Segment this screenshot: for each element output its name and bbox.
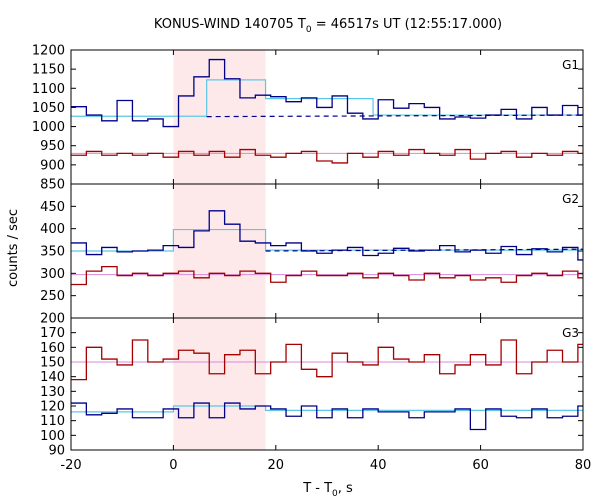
x-tick-labels: -20 0 20 40 60 80 [60, 458, 591, 473]
x-axis-label: T - T0, s [302, 481, 353, 499]
background-counts-series [71, 339, 583, 381]
panel-g1: 850 900 950 1000 1050 1100 1150 1200 G1 [32, 44, 584, 193]
y-axis-label: counts / sec [6, 209, 21, 287]
panel-label: G3 [562, 326, 579, 340]
y-tick-label: 250 [40, 289, 65, 304]
y-tick-label: 1050 [32, 101, 65, 116]
fit-step-curve [71, 79, 583, 117]
y-tick-label: 350 [40, 245, 65, 260]
y-tick-label: 1200 [32, 44, 65, 59]
y-tick-label: 300 [40, 267, 65, 282]
panel-frame [70, 49, 584, 185]
y-tick-label: 120 [40, 400, 65, 415]
chart-title: KONUS-WIND 140705 T0 = 46517s UT (12:55:… [154, 17, 502, 35]
y-tick-label: 1000 [32, 120, 65, 135]
y-tick-label: 400 [40, 222, 65, 237]
x-axis-label-main: T - T [302, 481, 332, 496]
y-tick-label: 150 [40, 356, 65, 371]
y-tick-label: 850 [40, 178, 65, 193]
y-tick-label: 950 [40, 139, 65, 154]
y-tick-label: 130 [40, 385, 65, 400]
counts-series [71, 402, 583, 431]
panel-label: G1 [562, 58, 579, 72]
x-tick-label: 0 [169, 458, 177, 473]
y-tick-label: 90 [48, 444, 65, 459]
x-axis-label-sub: 0 [332, 489, 338, 499]
y-tick-label: 1100 [32, 82, 65, 97]
chart-title-sub: 0 [306, 25, 312, 35]
y-tick-label: 100 [40, 429, 65, 444]
y-tick-label: 110 [40, 414, 65, 429]
y-tick-label: 160 [40, 341, 65, 356]
counts-series [71, 210, 583, 261]
panel-frame [70, 317, 584, 451]
x-tick-label: 20 [268, 458, 285, 473]
panel-label: G2 [562, 192, 579, 206]
x-axis-label-rest: , s [338, 481, 353, 496]
background-counts-series [71, 148, 583, 164]
x-tick-label: 80 [575, 458, 592, 473]
fit-step-curve [71, 405, 583, 413]
panel-g2: 200 250 300 350 400 450 G2 [40, 183, 584, 327]
panels-layer: 850 900 950 1000 1050 1100 1150 1200 G1 200 250 300… [32, 44, 584, 459]
counts-series [71, 58, 583, 128]
y-tick-label: 170 [40, 326, 65, 341]
chart-title-rest: = 46517s UT (12:55:17.000) [312, 17, 502, 32]
x-tick-label: 40 [370, 458, 387, 473]
highlight-interval [173, 50, 266, 450]
y-tick-label: 1150 [32, 63, 65, 78]
y-tick-label: 450 [40, 200, 65, 215]
dashed-trend-line [265, 248, 584, 252]
fit-step-curve [71, 228, 583, 252]
y-tick-label: 900 [40, 158, 65, 173]
background-counts-series [71, 265, 583, 286]
chart-title-main: KONUS-WIND 140705 T [154, 17, 306, 32]
x-tick-label: 60 [472, 458, 489, 473]
x-tick-label: -20 [60, 458, 81, 473]
y-tick-label: 140 [40, 370, 65, 385]
y-tick-label: 200 [40, 312, 65, 327]
